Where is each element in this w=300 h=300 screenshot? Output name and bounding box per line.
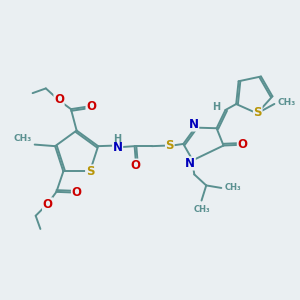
Text: O: O (86, 100, 96, 113)
Text: O: O (54, 93, 64, 106)
Text: S: S (86, 165, 94, 178)
Text: O: O (131, 159, 141, 172)
Text: CH₃: CH₃ (278, 98, 296, 106)
Text: S: S (166, 139, 174, 152)
Text: O: O (237, 138, 248, 152)
Text: N: N (112, 141, 123, 154)
Text: O: O (43, 198, 52, 211)
Text: N: N (185, 157, 195, 170)
Text: N: N (189, 118, 199, 131)
Text: O: O (71, 186, 82, 199)
Text: H: H (212, 102, 221, 112)
Text: H: H (114, 134, 122, 144)
Text: CH₃: CH₃ (14, 134, 32, 143)
Text: CH₃: CH₃ (193, 205, 210, 214)
Text: CH₃: CH₃ (225, 183, 242, 192)
Text: S: S (254, 106, 262, 118)
